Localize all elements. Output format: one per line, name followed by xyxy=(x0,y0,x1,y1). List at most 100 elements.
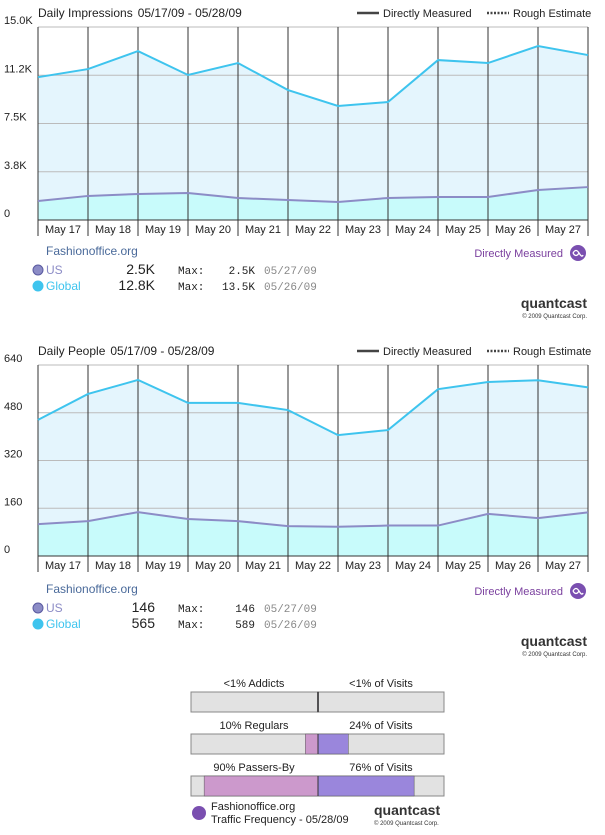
legend-dot xyxy=(32,264,44,276)
current-value: 565 xyxy=(132,615,156,631)
visits-bar xyxy=(317,775,415,797)
legend-label: Global xyxy=(46,617,81,631)
current-value: 2.5K xyxy=(126,261,155,277)
x-tick-label: May 23 xyxy=(345,560,381,572)
x-tick-label: May 20 xyxy=(195,560,231,572)
site-icon xyxy=(192,806,206,820)
brand-logo: quantcast xyxy=(521,295,587,311)
y-tick-label: 0 xyxy=(4,208,10,220)
legend-dot xyxy=(32,618,44,630)
badge-glyph xyxy=(572,587,584,595)
x-tick-label: May 24 xyxy=(395,224,431,236)
x-tick-label: May 21 xyxy=(245,560,281,572)
people-label: 10% Regulars xyxy=(219,720,289,732)
x-tick-label: May 19 xyxy=(145,224,181,236)
legend-label: Directly Measured xyxy=(383,8,472,20)
max-label: Max: xyxy=(178,620,204,632)
copyright: © 2009 Quantcast Corp. xyxy=(374,820,439,827)
people-label: <1% Addicts xyxy=(224,678,285,690)
copyright: © 2009 Quantcast Corp. xyxy=(522,313,587,320)
legend-dot xyxy=(32,602,44,614)
badge-label: Directly Measured xyxy=(474,248,563,260)
x-tick-label: May 17 xyxy=(45,224,81,236)
visits-label: 76% of Visits xyxy=(349,762,413,774)
legend-label: US xyxy=(46,263,63,277)
title: Daily Impressions xyxy=(38,6,133,20)
legend-label: Directly Measured xyxy=(383,346,472,358)
badge-label: Directly Measured xyxy=(474,586,563,598)
legend-label: Rough Estimate xyxy=(513,346,591,358)
series-line xyxy=(37,378,589,437)
series-line xyxy=(37,45,589,108)
y-tick-label: 0 xyxy=(4,544,10,556)
copyright: © 2009 Quantcast Corp. xyxy=(522,651,587,658)
brand-logo: quantcast xyxy=(521,633,587,649)
max-label: Max: xyxy=(178,604,204,616)
max-date: 05/27/09 xyxy=(264,266,317,278)
title: Daily People xyxy=(38,344,106,358)
y-tick-label: 640 xyxy=(4,353,22,365)
visits-label: <1% of Visits xyxy=(349,678,413,690)
x-tick-label: May 20 xyxy=(195,224,231,236)
max-value: 2.5K xyxy=(229,266,256,278)
x-tick-label: May 25 xyxy=(445,224,481,236)
x-tick-label: May 18 xyxy=(95,560,131,572)
series-line xyxy=(37,511,589,528)
max-value: 589 xyxy=(235,620,255,632)
brand-logo: quantcast xyxy=(374,802,440,818)
y-tick-label: 320 xyxy=(4,449,22,461)
max-date: 05/27/09 xyxy=(264,604,317,616)
x-tick-label: May 27 xyxy=(545,560,581,572)
area xyxy=(38,46,588,221)
x-tick-label: May 24 xyxy=(395,560,431,572)
site-name: Fashionoffice.org xyxy=(46,582,138,596)
visits-label: 24% of Visits xyxy=(349,720,413,732)
area xyxy=(38,379,588,556)
max-value: 13.5K xyxy=(222,282,255,294)
visits-bar xyxy=(317,733,349,755)
legend-label: Rough Estimate xyxy=(513,8,591,20)
x-tick-label: May 25 xyxy=(445,560,481,572)
x-tick-label: May 23 xyxy=(345,224,381,236)
max-label: Max: xyxy=(178,266,204,278)
x-tick-label: May 26 xyxy=(495,224,531,236)
chart-title: Daily People 05/17/09 - 05/28/09 xyxy=(38,344,215,358)
legend-label: US xyxy=(46,601,63,615)
max-label: Max: xyxy=(178,282,204,294)
legend-dot xyxy=(32,280,44,292)
x-tick-label: May 22 xyxy=(295,224,331,236)
people-bar xyxy=(203,775,319,797)
x-tick-label: May 19 xyxy=(145,560,181,572)
current-value: 146 xyxy=(132,599,156,615)
x-tick-label: May 18 xyxy=(95,224,131,236)
site-name: Fashionoffice.org xyxy=(211,801,295,813)
y-tick-label: 11.2K xyxy=(4,63,33,75)
current-value: 12.8K xyxy=(118,277,155,293)
site-name: Fashionoffice.org xyxy=(46,244,138,258)
people-bar xyxy=(305,733,319,755)
y-tick-label: 480 xyxy=(4,401,22,413)
y-tick-label: 160 xyxy=(4,496,22,508)
x-tick-label: May 17 xyxy=(45,560,81,572)
y-tick-label: 3.8K xyxy=(4,160,27,172)
x-tick-label: May 21 xyxy=(245,224,281,236)
x-tick-label: May 26 xyxy=(495,560,531,572)
y-tick-label: 15.0K xyxy=(4,15,33,27)
people-label: 90% Passers-By xyxy=(213,762,295,774)
chart-title: Daily Impressions 05/17/09 - 05/28/09 xyxy=(38,6,242,20)
badge-icon xyxy=(570,245,586,261)
series-line xyxy=(37,186,589,203)
badge-glyph xyxy=(572,249,584,257)
max-date: 05/26/09 xyxy=(264,282,317,294)
subtitle: Traffic Frequency - 05/28/09 xyxy=(211,814,349,826)
x-tick-label: May 27 xyxy=(545,224,581,236)
legend-label: Global xyxy=(46,279,81,293)
max-date: 05/26/09 xyxy=(264,620,317,632)
y-tick-label: 7.5K xyxy=(4,112,27,124)
max-value: 146 xyxy=(235,604,255,616)
date-range: 05/17/09 - 05/28/09 xyxy=(138,6,242,20)
badge-icon xyxy=(570,583,586,599)
area xyxy=(38,187,588,220)
date-range: 05/17/09 - 05/28/09 xyxy=(110,344,214,358)
